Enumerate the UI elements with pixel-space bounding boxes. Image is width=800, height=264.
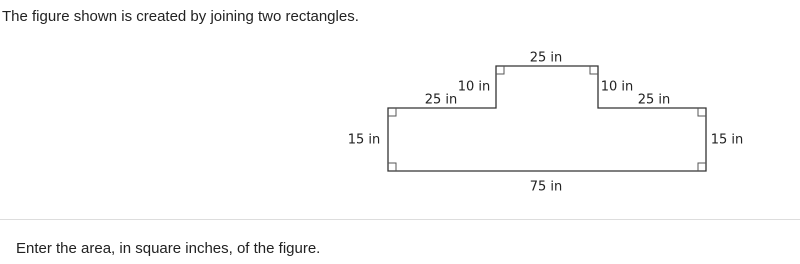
dimension-label: 25 in xyxy=(638,93,671,108)
dimension-label: 75 in xyxy=(530,180,563,195)
dimension-label: 25 in xyxy=(530,51,563,66)
right-angle-marks xyxy=(388,66,706,171)
dimension-label: 25 in xyxy=(425,93,458,108)
separator xyxy=(0,219,800,220)
question-text: Enter the area, in square inches, of the… xyxy=(16,240,321,257)
figure: 25 in 10 in 10 in 25 in 25 in 15 in 15 i… xyxy=(348,51,744,195)
dimension-label: 15 in xyxy=(711,133,744,148)
dimension-label: 15 in xyxy=(348,133,381,148)
dimension-label: 10 in xyxy=(601,80,634,95)
dimension-label: 10 in xyxy=(458,80,491,95)
intro-text: The figure shown is created by joining t… xyxy=(2,8,359,25)
shape xyxy=(387,65,707,172)
